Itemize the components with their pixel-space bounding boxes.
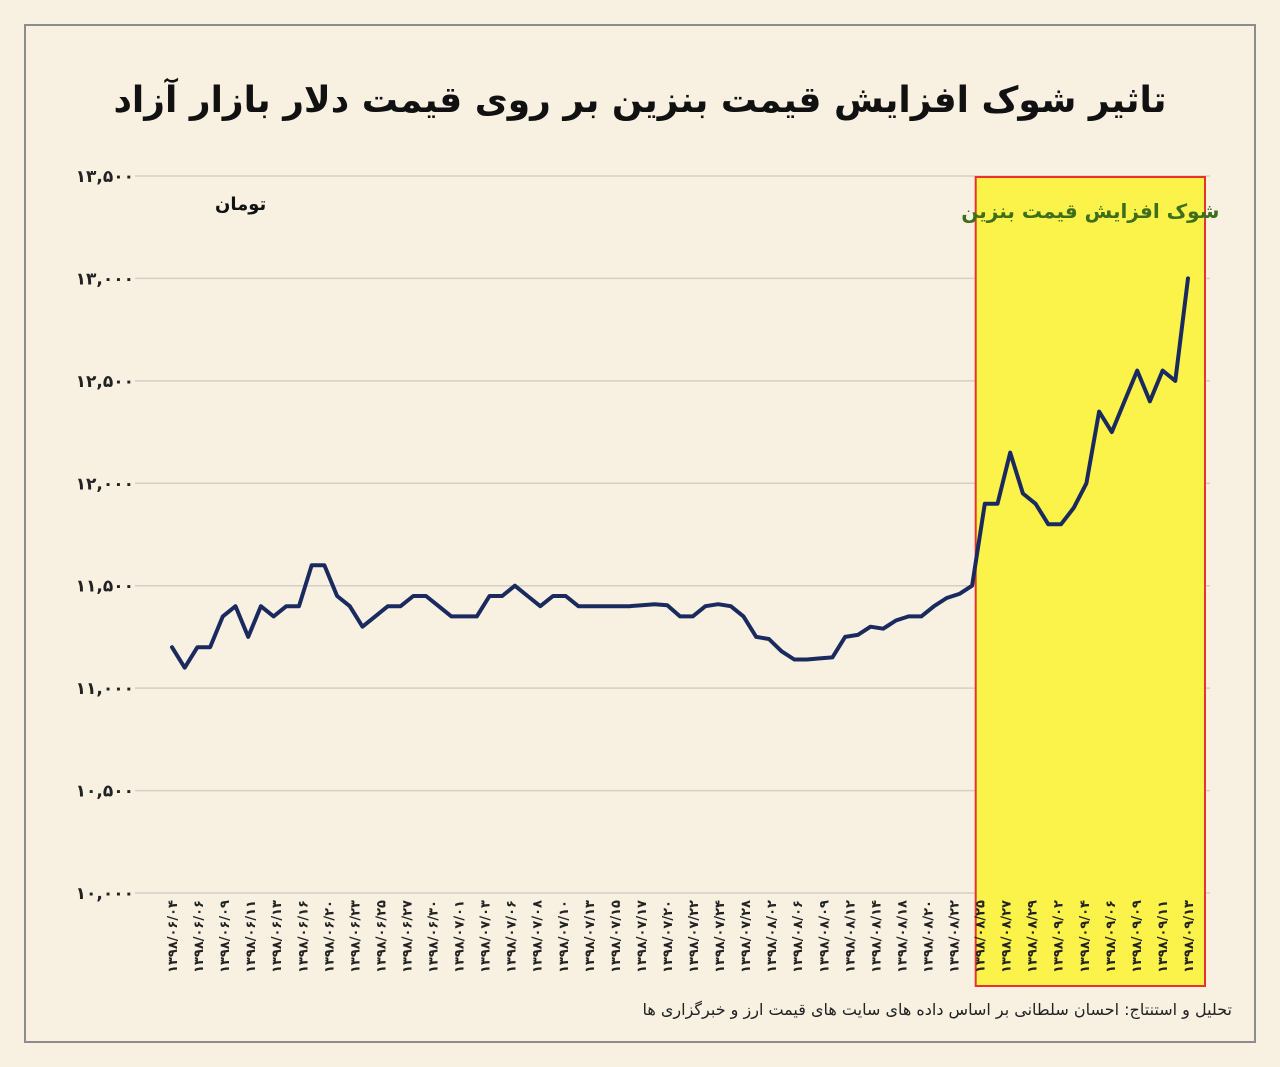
- x-tick-label: ۱۳۹۸/۰۸/۲۵: [974, 900, 989, 973]
- x-tick-label: ۱۳۹۸/۰۹/۱۱: [1156, 900, 1171, 973]
- chart-title: تاثیر شوک افزایش قیمت بنزین بر روی قیمت …: [113, 80, 1167, 121]
- x-tick-label: ۱۳۹۸/۰۶/۲۵: [374, 900, 389, 973]
- x-tick-label: ۱۳۹۸/۰۷/۱۳: [583, 900, 598, 973]
- x-tick-label: ۱۳۹۸/۰۶/۲۰: [322, 900, 337, 973]
- x-tick-label: ۱۳۹۸/۰۸/۱۲: [843, 900, 858, 973]
- x-tick-label: ۱۳۹۸/۰۸/۰۹: [817, 900, 832, 973]
- x-tick-label: ۱۳۹۸/۰۷/۱۵: [609, 900, 624, 973]
- x-tick-label: ۱۳۹۸/۰۹/۱۳: [1182, 900, 1197, 973]
- y-tick-label: ۱۱,۰۰۰: [76, 679, 134, 699]
- y-tick-label: ۱۳,۰۰۰: [76, 269, 134, 289]
- x-tick-label: ۱۳۹۸/۰۷/۰۸: [531, 900, 546, 973]
- x-tick-label: ۱۳۹۸/۰۶/۳۰: [427, 900, 442, 973]
- y-tick-label: ۱۱,۵۰۰: [76, 577, 134, 597]
- y-tick-label: ۱۳,۵۰۰: [76, 167, 134, 187]
- x-tick-label: ۱۳۹۸/۰۸/۱۴: [869, 900, 884, 973]
- x-tick-label: ۱۳۹۸/۰۷/۲۰: [661, 900, 676, 973]
- x-tick-label: ۱۳۹۸/۰۸/۲۰: [921, 900, 936, 973]
- x-tick-label: ۱۳۹۸/۰۶/۱۱: [244, 900, 259, 973]
- x-tick-label: ۱۳۹۸/۰۷/۰۳: [479, 900, 494, 973]
- x-tick-label: ۱۳۹۸/۰۷/۱۷: [635, 900, 650, 973]
- x-tick-label: ۱۳۹۸/۰۷/۰۱: [453, 900, 468, 973]
- x-tick-label: ۱۳۹۸/۰۶/۱۳: [270, 900, 285, 973]
- highlight-region: [974, 176, 1207, 987]
- x-tick-label: ۱۳۹۸/۰۶/۱۶: [296, 900, 311, 973]
- highlight-label: شوک افزایش قیمت بنزین: [961, 199, 1219, 223]
- x-tick-label: ۱۳۹۸/۰۸/۲۷: [1000, 900, 1015, 973]
- series-line: [170, 276, 1190, 670]
- chart-frame: [24, 24, 1256, 1043]
- x-tick-label: ۱۳۹۸/۰۶/۰۶: [192, 900, 207, 973]
- x-tick-label: ۱۳۹۸/۰۶/۰۹: [218, 900, 233, 973]
- x-tick-label: ۱۳۹۸/۰۸/۲۲: [948, 900, 963, 973]
- x-tick-label: ۱۳۹۸/۰۹/۰۴: [1078, 900, 1093, 973]
- x-tick-label: ۱۳۹۸/۰۷/۲۸: [739, 900, 754, 973]
- y-tick-label: ۱۲,۰۰۰: [76, 474, 134, 494]
- x-tick-label: ۱۳۹۸/۰۸/۰۶: [791, 900, 806, 973]
- x-tick-label: ۱۳۹۸/۰۷/۰۶: [505, 900, 520, 973]
- y-tick-label: ۱۰,۵۰۰: [76, 782, 134, 802]
- y-tick-label: ۱۲,۵۰۰: [76, 372, 134, 392]
- x-tick-label: ۱۳۹۸/۰۹/۰۶: [1104, 900, 1119, 973]
- x-tick-label: ۱۳۹۸/۰۹/۰۹: [1130, 900, 1145, 973]
- x-tick-label: ۱۳۹۸/۰۷/۲۲: [687, 900, 702, 973]
- x-tick-label: ۱۳۹۸/۰۷/۲۴: [713, 900, 728, 973]
- y-axis-ticks: ۱۰,۰۰۰ ۱۰,۵۰۰ ۱۱,۰۰۰ ۱۱,۵۰۰ ۱۲,۰۰۰ ۱۲,۵۰۰ ۱۳,۰…: [76, 167, 134, 904]
- x-tick-label: ۱۳۹۸/۰۸/۰۲: [765, 900, 780, 973]
- x-tick-label: ۱۳۹۸/۰۸/۲۹: [1026, 900, 1041, 973]
- source-note: تحلیل و استنتاج: احسان سلطانی بر اساس دا…: [642, 1000, 1233, 1019]
- x-tick-label: ۱۳۹۸/۰۹/۰۲: [1052, 900, 1067, 973]
- x-tick-label: ۱۳۹۸/۰۶/۲۳: [348, 900, 363, 973]
- x-tick-label: ۱۳۹۸/۰۸/۱۸: [895, 900, 910, 973]
- unit-label: تومان: [215, 194, 266, 215]
- x-tick-label: ۱۳۹۸/۰۷/۱۰: [557, 900, 572, 973]
- x-tick-label: ۱۳۹۸/۰۶/۲۷: [400, 900, 415, 973]
- x-axis-ticks: ۱۳۹۸/۰۶/۰۴ ۱۳۹۸/۰۶/۰۶ ۱۳۹۸/۰۶/۰۹ ۱۳۹۸/۰۶/۱۱…: [166, 900, 1197, 973]
- y-tick-label: ۱۰,۰۰۰: [76, 884, 134, 904]
- x-tick-label: ۱۳۹۸/۰۶/۰۴: [166, 900, 181, 973]
